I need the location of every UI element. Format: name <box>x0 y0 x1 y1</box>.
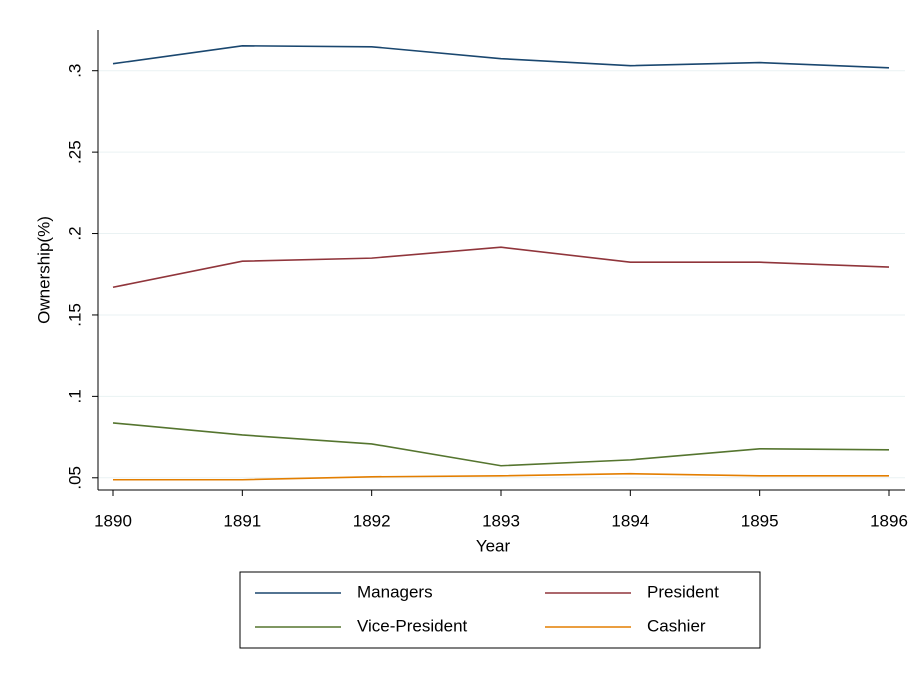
legend-label: President <box>647 582 719 601</box>
series-line <box>112 422 890 467</box>
x-axis-label: Year <box>476 536 511 555</box>
y-tick-label: .1 <box>65 389 84 403</box>
legend-label: Managers <box>357 582 433 601</box>
x-tick-label: 1896 <box>870 511 908 530</box>
legend-label: Vice-President <box>357 616 468 635</box>
x-tick-label: 1890 <box>94 511 132 530</box>
x-tick-label: 1895 <box>741 511 779 530</box>
y-tick-label: .25 <box>65 140 84 164</box>
legend-label: Cashier <box>647 616 706 635</box>
series-line <box>113 472 889 481</box>
y-tick-label: .2 <box>65 226 84 240</box>
y-axis-label: Ownership(%) <box>34 216 53 324</box>
x-tick-label: 1892 <box>353 511 391 530</box>
series-line <box>112 246 890 289</box>
x-tick-label: 1891 <box>223 511 261 530</box>
x-tick-label: 1893 <box>482 511 520 530</box>
y-tick-label: .05 <box>65 466 84 490</box>
series-line <box>112 44 890 69</box>
y-tick-label: .15 <box>65 303 84 327</box>
y-tick-label: .3 <box>65 64 84 78</box>
legend <box>239 571 761 649</box>
x-tick-label: 1894 <box>611 511 649 530</box>
